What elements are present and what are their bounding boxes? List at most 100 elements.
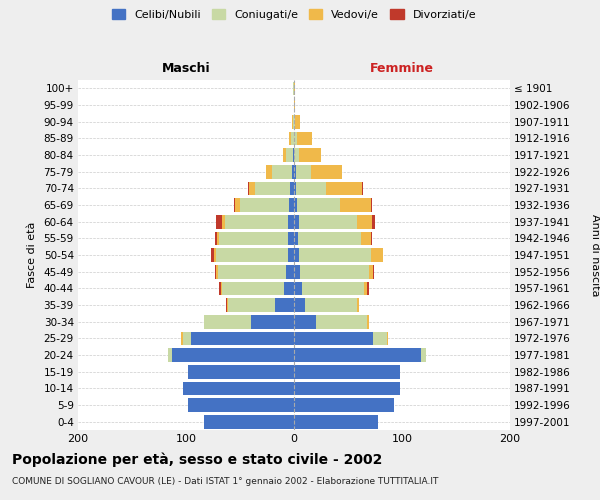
Bar	[297, 132, 313, 145]
Bar	[305, 298, 356, 312]
Bar	[233, 198, 235, 212]
Bar	[294, 298, 305, 312]
Bar	[293, 115, 294, 128]
Bar	[294, 182, 296, 195]
Bar	[421, 348, 426, 362]
Bar	[248, 182, 255, 195]
Bar	[294, 365, 400, 378]
Bar	[302, 282, 364, 295]
Bar	[181, 332, 183, 345]
Text: COMUNE DI SOGLIANO CAVOUR (LE) - Dati ISTAT 1° gennaio 2002 - Elaborazione TUTTI: COMUNE DI SOGLIANO CAVOUR (LE) - Dati IS…	[12, 478, 439, 486]
Bar	[294, 315, 316, 328]
Bar	[294, 82, 295, 95]
Bar	[294, 148, 299, 162]
Bar	[294, 415, 378, 428]
Bar	[316, 315, 367, 328]
Bar	[220, 232, 287, 245]
Bar	[218, 265, 286, 278]
Bar	[221, 282, 284, 295]
Bar	[356, 215, 372, 228]
Bar	[205, 315, 251, 328]
Bar	[287, 232, 294, 245]
Bar	[299, 148, 321, 162]
Bar	[372, 215, 375, 228]
Bar	[167, 348, 172, 362]
Bar	[284, 282, 294, 295]
Bar	[240, 198, 289, 212]
Bar	[188, 398, 294, 412]
Bar	[183, 382, 294, 395]
Bar	[272, 165, 292, 178]
Bar	[286, 148, 293, 162]
Bar	[294, 165, 296, 178]
Bar	[294, 332, 373, 345]
Bar	[211, 248, 214, 262]
Bar	[296, 182, 326, 195]
Bar	[373, 265, 374, 278]
Bar	[294, 232, 298, 245]
Bar	[225, 215, 287, 228]
Bar	[371, 198, 372, 212]
Bar	[301, 265, 368, 278]
Bar	[172, 348, 294, 362]
Bar	[299, 215, 356, 228]
Bar	[326, 182, 362, 195]
Bar	[294, 398, 394, 412]
Bar	[294, 132, 297, 145]
Bar	[293, 82, 294, 95]
Bar	[220, 282, 221, 295]
Legend: Celibi/Nubili, Coniugati/e, Vedovi/e, Divorziati/e: Celibi/Nubili, Coniugati/e, Vedovi/e, Di…	[109, 6, 479, 23]
Bar	[292, 165, 294, 178]
Bar	[216, 215, 221, 228]
Bar	[371, 232, 372, 245]
Bar	[291, 132, 294, 145]
Bar	[294, 282, 302, 295]
Bar	[340, 198, 371, 212]
Text: Popolazione per età, sesso e stato civile - 2002: Popolazione per età, sesso e stato civil…	[12, 452, 382, 467]
Bar	[311, 165, 341, 178]
Bar	[289, 198, 294, 212]
Bar	[188, 365, 294, 378]
Bar	[294, 215, 299, 228]
Bar	[294, 248, 299, 262]
Bar	[289, 132, 291, 145]
Bar	[217, 232, 220, 245]
Bar	[228, 298, 275, 312]
Bar	[191, 332, 294, 345]
Bar	[295, 115, 301, 128]
Bar	[255, 182, 290, 195]
Bar	[287, 215, 294, 228]
Bar	[294, 98, 295, 112]
Bar	[292, 115, 293, 128]
Bar	[235, 198, 240, 212]
Text: Femmine: Femmine	[370, 62, 434, 74]
Bar	[298, 232, 361, 245]
Bar	[216, 248, 287, 262]
Bar	[294, 265, 301, 278]
Bar	[362, 182, 363, 195]
Bar	[275, 298, 294, 312]
Bar	[215, 232, 217, 245]
Bar	[290, 182, 294, 195]
Bar	[205, 415, 294, 428]
Bar	[216, 265, 218, 278]
Y-axis label: Fasce di età: Fasce di età	[26, 222, 37, 288]
Bar	[367, 315, 368, 328]
Bar	[287, 248, 294, 262]
Bar	[294, 348, 421, 362]
Bar	[227, 298, 228, 312]
Bar	[361, 232, 371, 245]
Bar	[286, 265, 294, 278]
Bar	[183, 332, 191, 345]
Bar	[364, 282, 367, 295]
Bar	[283, 148, 286, 162]
Bar	[221, 215, 225, 228]
Bar	[371, 248, 383, 262]
Bar	[373, 332, 387, 345]
Bar	[293, 148, 294, 162]
Bar	[299, 248, 371, 262]
Bar	[294, 198, 297, 212]
Bar	[266, 165, 272, 178]
Bar	[251, 315, 294, 328]
Bar	[294, 115, 295, 128]
